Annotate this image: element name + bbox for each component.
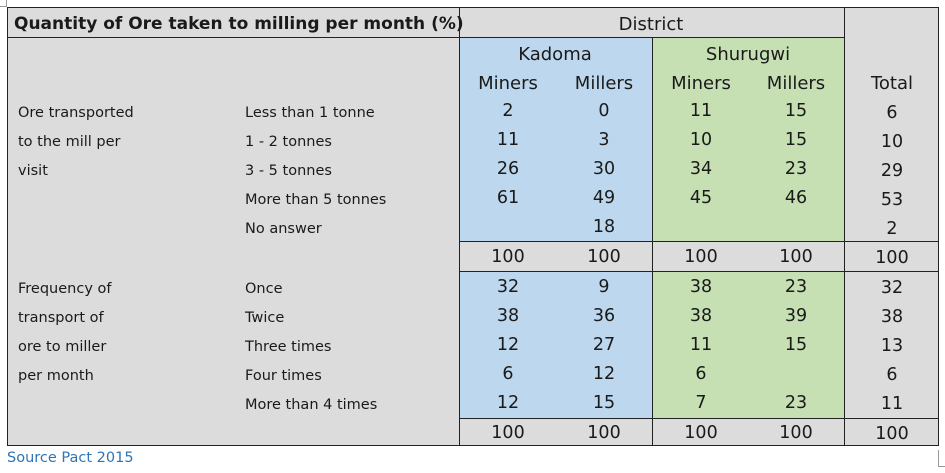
section2-label-line: Frequency of [18, 281, 112, 297]
cell-value: 15 [592, 393, 616, 413]
shurugwi-block-1 [652, 37, 844, 241]
table-title: Quantity of Ore taken to milling per mon… [14, 14, 464, 34]
cell-value: 49 [592, 188, 616, 208]
cell-value: 12 [592, 364, 616, 384]
row-label: 1 - 2 tonnes [245, 134, 332, 150]
total-value: 100 [684, 247, 718, 267]
cell-value: 36 [592, 306, 616, 326]
total-row1-bottom [459, 271, 939, 272]
total-value: 100 [779, 247, 813, 267]
cell-value: 38 [689, 277, 713, 297]
shurugwi-millers-header: Millers [766, 73, 826, 94]
total-value: 100 [491, 423, 525, 443]
cell-value: 15 [784, 130, 808, 150]
label-divider [459, 7, 460, 446]
total-header: Total [870, 73, 914, 94]
row-label: More than 5 tonnes [245, 192, 387, 208]
cell-value: 10 [880, 132, 904, 152]
cell-value: 2 [502, 101, 514, 121]
row-label: Four times [245, 368, 322, 384]
cell-value: 30 [592, 159, 616, 179]
cell-value: 11 [496, 130, 520, 150]
section2-label-line: ore to miller [18, 339, 107, 355]
cell-value: 38 [880, 307, 904, 327]
cell-value: 2 [886, 219, 898, 239]
kadoma-miners-header: Miners [478, 73, 538, 94]
section1-label-line: Ore transported [18, 105, 134, 121]
cell-value: 6 [695, 364, 707, 384]
cell-value: 45 [689, 188, 713, 208]
cell-value: 7 [695, 393, 707, 413]
total-row1-top [459, 241, 939, 242]
cell-value: 11 [689, 101, 713, 121]
cell-value: 0 [598, 101, 610, 121]
cell-value: 38 [689, 306, 713, 326]
total-value: 100 [684, 423, 718, 443]
source-note: Source Pact 2015 [7, 450, 134, 466]
total-value: 100 [875, 248, 909, 268]
shurugwi-miners-header: Miners [671, 73, 731, 94]
cell-value: 53 [880, 190, 904, 210]
total-value: 100 [875, 424, 909, 444]
total-divider [844, 7, 845, 446]
total-value: 100 [587, 247, 621, 267]
cell-value: 9 [598, 277, 610, 297]
total-value: 100 [779, 423, 813, 443]
kadoma-millers-header: Millers [574, 73, 634, 94]
section2-label-line: per month [18, 368, 94, 384]
cell-value: 39 [784, 306, 808, 326]
shurugwi-header: Shurugwi [705, 44, 791, 65]
cell-value: 6 [502, 364, 514, 384]
cell-value: 38 [496, 306, 520, 326]
kadoma-block-2 [459, 272, 652, 418]
cell-value: 15 [784, 335, 808, 355]
cell-value: 34 [689, 159, 713, 179]
row-label: 3 - 5 tonnes [245, 163, 332, 179]
cell-value: 18 [592, 217, 616, 237]
district-divider [652, 37, 653, 446]
district-header: District [618, 14, 684, 35]
row-label: More than 4 times [245, 397, 378, 413]
total-value: 100 [587, 423, 621, 443]
cell-value: 46 [784, 188, 808, 208]
page-corner-mark [938, 450, 945, 467]
row-label: Once [245, 281, 283, 297]
cell-value: 6 [886, 103, 898, 123]
cell-value: 23 [784, 393, 808, 413]
shurugwi-block-2 [652, 272, 844, 418]
kadoma-block-1 [459, 37, 652, 241]
total-row2-top [459, 418, 939, 419]
cell-value: 29 [880, 161, 904, 181]
row-label: Three times [245, 339, 332, 355]
cell-value: 6 [886, 365, 898, 385]
cell-value: 11 [880, 394, 904, 414]
cell-value: 32 [496, 277, 520, 297]
row-label: Less than 1 tonne [245, 105, 375, 121]
cell-value: 10 [689, 130, 713, 150]
kadoma-header: Kadoma [518, 44, 592, 65]
cell-value: 61 [496, 188, 520, 208]
section1-label-line: visit [18, 163, 48, 179]
cell-value: 15 [784, 101, 808, 121]
title-row-divider [7, 37, 845, 38]
cell-value: 12 [496, 335, 520, 355]
cell-value: 27 [592, 335, 616, 355]
cell-value: 13 [880, 336, 904, 356]
cell-value: 11 [689, 335, 713, 355]
cell-value: 26 [496, 159, 520, 179]
total-value: 100 [491, 247, 525, 267]
section2-label-line: transport of [18, 310, 104, 326]
cell-value: 23 [784, 159, 808, 179]
row-label: No answer [245, 221, 322, 237]
cell-value: 3 [598, 130, 610, 150]
page-corner-mark [0, 0, 7, 7]
cell-value: 32 [880, 278, 904, 298]
cell-value: 12 [496, 393, 520, 413]
cell-value: 23 [784, 277, 808, 297]
section1-label-line: to the mill per [18, 134, 121, 150]
row-label: Twice [245, 310, 285, 326]
